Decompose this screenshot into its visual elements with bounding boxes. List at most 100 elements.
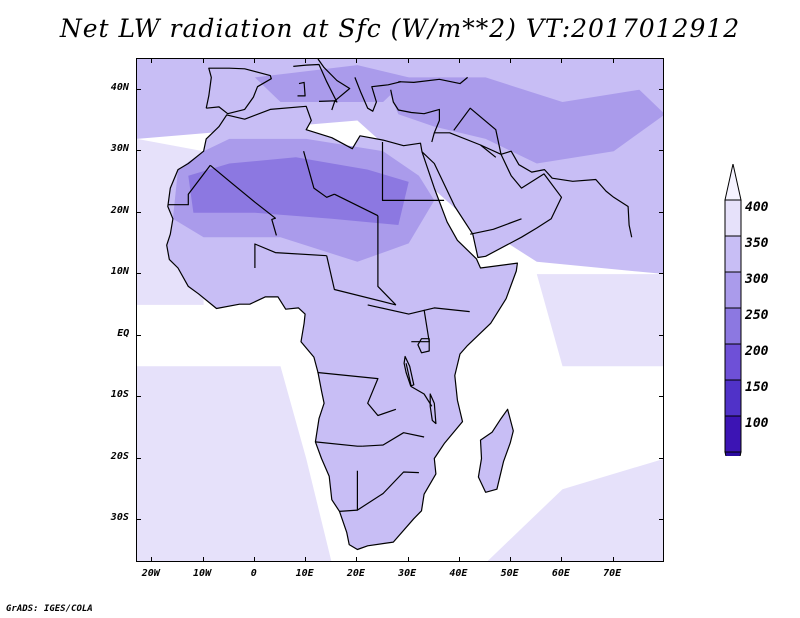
lon-tick-mark (253, 557, 255, 562)
country-border-11 (317, 371, 397, 417)
colorbar-segment (724, 199, 742, 237)
lon-tick-mark (458, 557, 460, 562)
colorbar-above-triangle (724, 163, 742, 201)
lat-tick-mark (136, 88, 141, 90)
lon-tick-label: 0 (250, 568, 257, 579)
map-canvas (137, 59, 663, 561)
lon-tick-mark (151, 58, 153, 63)
lon-tick-mark (407, 58, 409, 63)
shade-atlantic-south (137, 366, 332, 561)
country-border-16 (470, 218, 522, 235)
country-border-17 (453, 107, 502, 155)
shade-middle-east (383, 77, 663, 164)
lon-tick-label: 40E (449, 568, 468, 579)
lat-tick-label: 20S (110, 450, 129, 462)
lat-tick-mark (136, 396, 141, 398)
country-border-0 (209, 164, 277, 236)
lon-tick-mark (407, 557, 409, 562)
lat-tick-mark (136, 211, 141, 213)
coastline-levant (390, 89, 440, 143)
lat-tick-mark (136, 334, 141, 336)
colorbar-level-label: 100 (745, 416, 769, 431)
country-border-18 (480, 144, 497, 158)
lon-tick-label: 50E (500, 568, 519, 579)
lon-tick-label: 10W (193, 568, 212, 579)
lon-tick-label: 60E (551, 568, 570, 579)
coastline-black-sea (398, 76, 468, 85)
lon-tick-mark (202, 58, 204, 63)
country-border-5 (334, 193, 379, 217)
lat-tick-mark (659, 518, 664, 520)
colorbar-segment (724, 343, 742, 381)
lat-tick-mark (136, 457, 141, 459)
lon-tick-mark (151, 557, 153, 562)
shading-layer (137, 59, 663, 561)
lake-tanganyika (403, 355, 415, 387)
shade-sahara-core (188, 157, 409, 225)
lat-tick-label: 20N (110, 204, 129, 216)
lat-tick-mark (659, 334, 664, 336)
country-border-12 (362, 432, 425, 447)
lat-tick-mark (659, 150, 664, 152)
lon-tick-mark (253, 58, 255, 63)
coastline-persia-india (500, 150, 633, 238)
colorbar-level-label: 350 (745, 236, 769, 251)
coastline-layer (166, 59, 633, 551)
lon-tick-mark (510, 58, 512, 63)
lon-tick-label: 30E (398, 568, 417, 579)
colorbar-graphic (724, 163, 742, 489)
lat-tick-label: 30N (110, 143, 129, 155)
map-title: Net LW radiation at Sfc (W/m**2) VT:2017… (59, 14, 741, 43)
map-frame (136, 58, 664, 562)
lat-tick-mark (659, 457, 664, 459)
lon-tick-mark (305, 557, 307, 562)
country-border-15 (339, 509, 358, 512)
lon-tick-mark (561, 557, 563, 562)
lat-tick-mark (136, 273, 141, 275)
coastline-arabia (421, 132, 563, 259)
lat-tick-label: 40N (110, 81, 129, 93)
lat-tick-mark (136, 150, 141, 152)
lat-tick-mark (659, 88, 664, 90)
country-border-13 (356, 470, 419, 511)
country-border-2 (303, 151, 335, 198)
lat-tick-mark (659, 273, 664, 275)
lat-tick-label: EQ (117, 327, 130, 339)
coastline-sardinia (297, 81, 306, 97)
lon-tick-mark (612, 557, 614, 562)
lat-tick-mark (659, 211, 664, 213)
lat-tick-mark (659, 396, 664, 398)
lon-tick-label: 10E (295, 568, 314, 579)
lon-tick-label: 20W (141, 568, 160, 579)
footer-credit: GrADS: IGES/COLA (6, 604, 93, 614)
coastline-africa (166, 105, 518, 551)
lon-tick-mark (612, 58, 614, 63)
coastline-greece (354, 77, 402, 112)
colorbar-below-triangle (724, 451, 742, 489)
lon-tick-mark (202, 557, 204, 562)
lon-tick-mark (510, 557, 512, 562)
colorbar-level-label: 400 (745, 200, 769, 215)
colorbar-segment (724, 415, 742, 453)
lat-tick-mark (136, 518, 141, 520)
coastline-madagascar (477, 408, 514, 493)
lon-tick-mark (458, 58, 460, 63)
coastline-italy (293, 59, 351, 103)
shade-indian-south (487, 459, 663, 561)
shade-madagascar (478, 409, 514, 493)
country-border-14 (315, 441, 363, 447)
lat-tick-label: 30S (110, 511, 129, 523)
colorbar-segment (724, 271, 742, 309)
country-border-4 (377, 215, 397, 306)
coastline-sicily (318, 100, 336, 111)
country-border-6 (254, 243, 327, 268)
colorbar-segment (724, 307, 742, 345)
lake-malawi (429, 393, 437, 425)
lon-tick-mark (305, 58, 307, 63)
lon-tick-label: 20E (346, 568, 365, 579)
lon-tick-mark (356, 557, 358, 562)
lon-tick-mark (356, 58, 358, 63)
coastline-iberia (205, 67, 272, 115)
country-border-3 (381, 142, 445, 201)
shade-arabian-sea (536, 274, 663, 367)
